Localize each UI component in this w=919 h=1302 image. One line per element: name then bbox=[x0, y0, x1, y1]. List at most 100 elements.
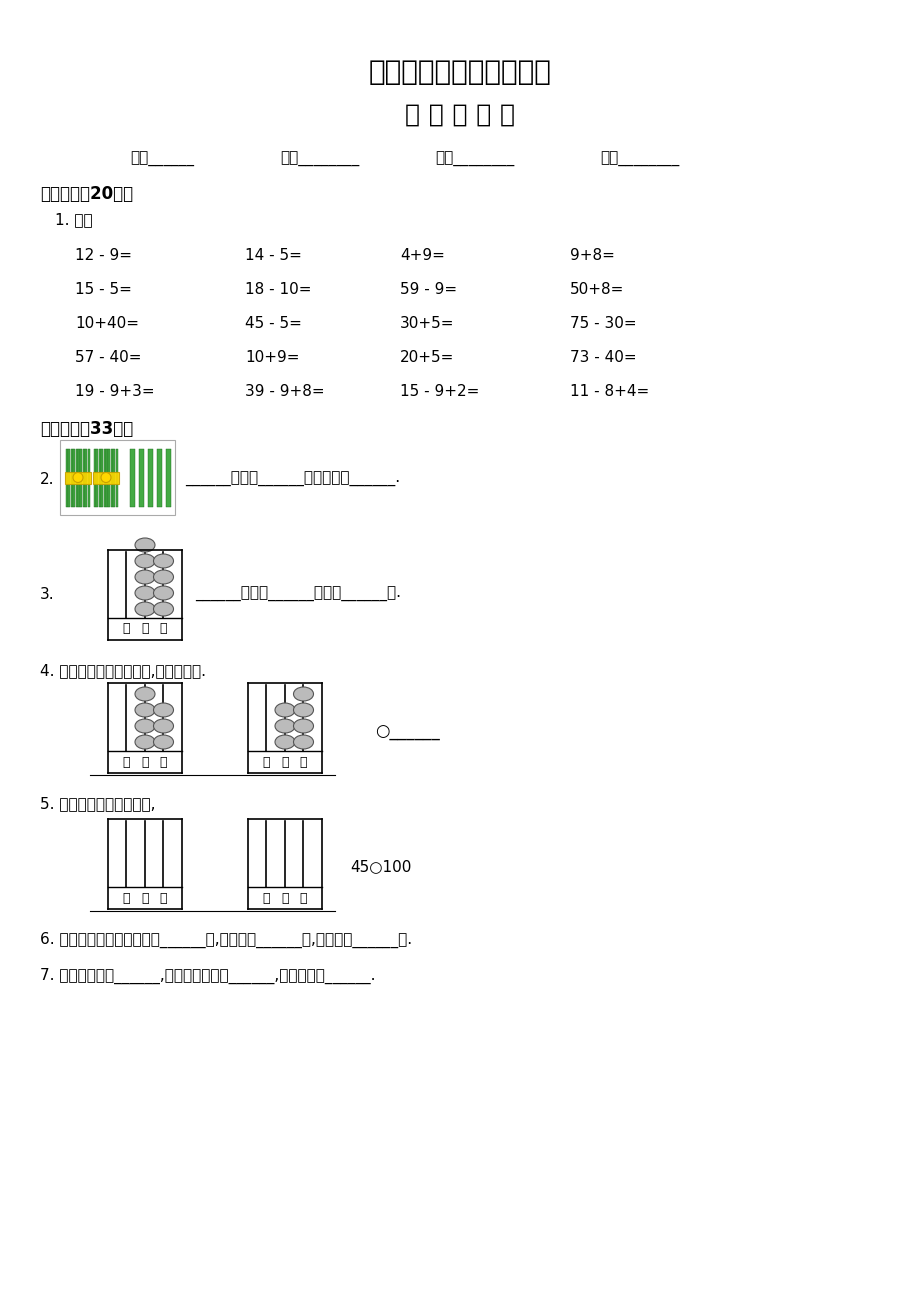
Bar bbox=[66, 448, 68, 506]
Text: 20+5=: 20+5= bbox=[400, 350, 454, 365]
Text: 5. 在计数器上先画出珠子,: 5. 在计数器上先画出珠子, bbox=[40, 796, 155, 811]
Ellipse shape bbox=[153, 570, 174, 585]
Text: 4. 根据计数器先写出得数,再比较大小.: 4. 根据计数器先写出得数,再比较大小. bbox=[40, 663, 206, 678]
Bar bbox=[68, 448, 71, 506]
Text: 百: 百 bbox=[263, 755, 270, 768]
Ellipse shape bbox=[153, 553, 174, 568]
Bar bbox=[94, 448, 96, 506]
Text: 学校______: 学校______ bbox=[130, 152, 194, 167]
Ellipse shape bbox=[153, 703, 174, 717]
Ellipse shape bbox=[293, 703, 313, 717]
Text: 班级________: 班级________ bbox=[279, 152, 358, 167]
Bar bbox=[139, 448, 144, 506]
Ellipse shape bbox=[153, 602, 174, 616]
Ellipse shape bbox=[135, 553, 154, 568]
Bar bbox=[104, 448, 106, 506]
Text: 十: 十 bbox=[281, 755, 289, 768]
Text: 30+5=: 30+5= bbox=[400, 316, 454, 331]
Bar bbox=[93, 471, 119, 483]
Ellipse shape bbox=[153, 719, 174, 733]
Text: 十: 十 bbox=[142, 622, 149, 635]
Ellipse shape bbox=[293, 687, 313, 700]
Text: 50+8=: 50+8= bbox=[570, 283, 624, 297]
Text: 39 - 9+8=: 39 - 9+8= bbox=[244, 384, 324, 398]
Text: 2.: 2. bbox=[40, 471, 54, 487]
Text: 十: 十 bbox=[281, 892, 289, 905]
Bar bbox=[85, 448, 87, 506]
Ellipse shape bbox=[135, 602, 154, 616]
Text: 57 - 40=: 57 - 40= bbox=[75, 350, 142, 365]
Bar bbox=[74, 448, 75, 506]
Text: 1. 口算: 1. 口算 bbox=[55, 212, 93, 227]
Bar bbox=[60, 440, 175, 516]
Text: 45 - 5=: 45 - 5= bbox=[244, 316, 301, 331]
Text: ○______: ○______ bbox=[375, 723, 439, 741]
Ellipse shape bbox=[135, 570, 154, 585]
Text: 11 - 8+4=: 11 - 8+4= bbox=[570, 384, 649, 398]
Text: 百: 百 bbox=[122, 892, 130, 905]
Bar bbox=[96, 448, 98, 506]
Text: ______个十和______个合起来是______.: ______个十和______个合起来是______. bbox=[185, 471, 400, 487]
Text: 个: 个 bbox=[160, 755, 167, 768]
Circle shape bbox=[73, 473, 83, 483]
Bar bbox=[157, 448, 162, 506]
Text: 10+40=: 10+40= bbox=[75, 316, 139, 331]
Text: 个: 个 bbox=[300, 755, 307, 768]
Text: 59 - 9=: 59 - 9= bbox=[400, 283, 457, 297]
Text: 姓名________: 姓名________ bbox=[435, 152, 514, 167]
Ellipse shape bbox=[135, 687, 154, 700]
Bar bbox=[130, 448, 135, 506]
Text: 个: 个 bbox=[160, 622, 167, 635]
Text: 73 - 40=: 73 - 40= bbox=[570, 350, 636, 365]
Text: 个: 个 bbox=[160, 892, 167, 905]
Text: 十: 十 bbox=[142, 892, 149, 905]
Text: 百: 百 bbox=[122, 622, 130, 635]
Text: 一、口算（20分）: 一、口算（20分） bbox=[40, 185, 133, 203]
Ellipse shape bbox=[135, 703, 154, 717]
Text: 3.: 3. bbox=[40, 587, 54, 602]
Text: 75 - 30=: 75 - 30= bbox=[570, 316, 636, 331]
Text: 期 中 测 试 卷: 期 中 测 试 卷 bbox=[404, 103, 515, 128]
Bar bbox=[75, 448, 77, 506]
Ellipse shape bbox=[275, 736, 295, 749]
Ellipse shape bbox=[135, 586, 154, 600]
Bar bbox=[78, 448, 80, 506]
Text: 6. 一个数从右边起第一位是______位,第二位是______位,第三位是______位.: 6. 一个数从右边起第一位是______位,第二位是______位,第三位是__… bbox=[40, 932, 412, 948]
Text: 十: 十 bbox=[142, 755, 149, 768]
Text: 15 - 9+2=: 15 - 9+2= bbox=[400, 384, 479, 398]
Text: 成绩________: 成绩________ bbox=[599, 152, 678, 167]
Text: 二、填空（33分）: 二、填空（33分） bbox=[40, 421, 133, 437]
Text: 百: 百 bbox=[263, 892, 270, 905]
Bar bbox=[110, 448, 113, 506]
Bar bbox=[98, 448, 101, 506]
Text: 14 - 5=: 14 - 5= bbox=[244, 247, 301, 263]
Text: 7. 最大的两位是______,最大的一位数是______,它们的差是______.: 7. 最大的两位是______,最大的一位数是______,它们的差是_____… bbox=[40, 967, 375, 984]
Bar bbox=[148, 448, 153, 506]
Text: 19 - 9+3=: 19 - 9+3= bbox=[75, 384, 154, 398]
Bar bbox=[106, 448, 108, 506]
Text: 9+8=: 9+8= bbox=[570, 247, 614, 263]
Text: 15 - 5=: 15 - 5= bbox=[75, 283, 131, 297]
Ellipse shape bbox=[293, 719, 313, 733]
Ellipse shape bbox=[153, 586, 174, 600]
Bar bbox=[71, 448, 73, 506]
Text: 个: 个 bbox=[300, 892, 307, 905]
Bar bbox=[83, 448, 85, 506]
Ellipse shape bbox=[135, 719, 154, 733]
Text: 人教版数学一年级下学期: 人教版数学一年级下学期 bbox=[369, 59, 550, 86]
Circle shape bbox=[101, 473, 111, 483]
Ellipse shape bbox=[135, 736, 154, 749]
Ellipse shape bbox=[275, 703, 295, 717]
Ellipse shape bbox=[275, 719, 295, 733]
Text: 12 - 9=: 12 - 9= bbox=[75, 247, 131, 263]
Bar bbox=[80, 448, 83, 506]
Text: ______里面有______个十和______一.: ______里面有______个十和______一. bbox=[195, 587, 401, 602]
Bar bbox=[65, 471, 91, 483]
Bar bbox=[165, 448, 171, 506]
Text: 4+9=: 4+9= bbox=[400, 247, 445, 263]
Ellipse shape bbox=[293, 736, 313, 749]
Ellipse shape bbox=[153, 736, 174, 749]
Text: 18 - 10=: 18 - 10= bbox=[244, 283, 312, 297]
Text: 45○100: 45○100 bbox=[349, 859, 411, 874]
Text: 10+9=: 10+9= bbox=[244, 350, 300, 365]
